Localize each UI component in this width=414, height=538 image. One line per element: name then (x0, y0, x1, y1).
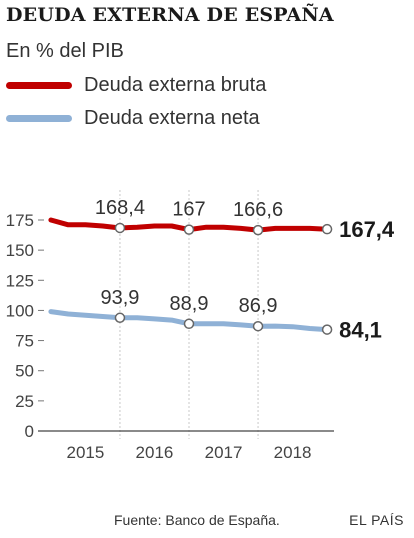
y-tick-label-150: 150 (6, 241, 34, 260)
y-tick-label-25: 25 (15, 392, 34, 411)
x-tick-label-2017: 2017 (205, 443, 243, 462)
end-marker-1 (321, 324, 333, 335)
point-marker-0 (114, 222, 126, 234)
legend-label-neta: Deuda externa neta (84, 106, 260, 129)
chart-title: DEUDA EXTERNA DE ESPAÑA (6, 4, 334, 26)
chart-subtitle: En % del PIB (6, 40, 124, 62)
end-label-1: 84,1 (339, 318, 382, 343)
x-tick-label-2016: 2016 (136, 443, 174, 462)
legend-item-bruta: Deuda externa bruta (6, 73, 266, 97)
point-label-0: 168,4 (95, 197, 145, 219)
y-tick-label-100: 100 (6, 301, 34, 320)
y-tick-label-0: 0 (25, 422, 34, 441)
point-label-4: 88,9 (170, 293, 209, 315)
y-tick-label-50: 50 (15, 362, 34, 381)
legend-swatch-bruta (6, 81, 72, 89)
point-label-3: 93,9 (100, 287, 139, 309)
point-marker-1 (183, 224, 195, 235)
point-label-2: 166,6 (233, 199, 283, 221)
legend-label-bruta: Deuda externa bruta (84, 73, 267, 96)
end-marker-0 (321, 223, 333, 235)
point-marker-4 (183, 318, 195, 330)
end-label-0: 167,4 (339, 217, 395, 242)
x-tick-label-2018: 2018 (274, 443, 312, 462)
x-tick-label-2015: 2015 (67, 443, 105, 462)
y-tick-label-75: 75 (15, 332, 34, 351)
y-tick-label-175: 175 (6, 211, 34, 230)
point-marker-5 (252, 320, 264, 332)
point-label-5: 86,9 (239, 295, 278, 317)
legend-item-neta: Deuda externa neta (6, 106, 260, 130)
point-marker-3 (114, 312, 126, 324)
legend-swatch-neta (6, 114, 72, 122)
point-marker-2 (252, 224, 264, 236)
point-label-1: 167 (172, 199, 205, 221)
y-tick-label-125: 125 (6, 271, 34, 290)
source-note: Fuente: Banco de España. (114, 512, 280, 528)
brand-logo: EL PAÍS (349, 512, 404, 528)
